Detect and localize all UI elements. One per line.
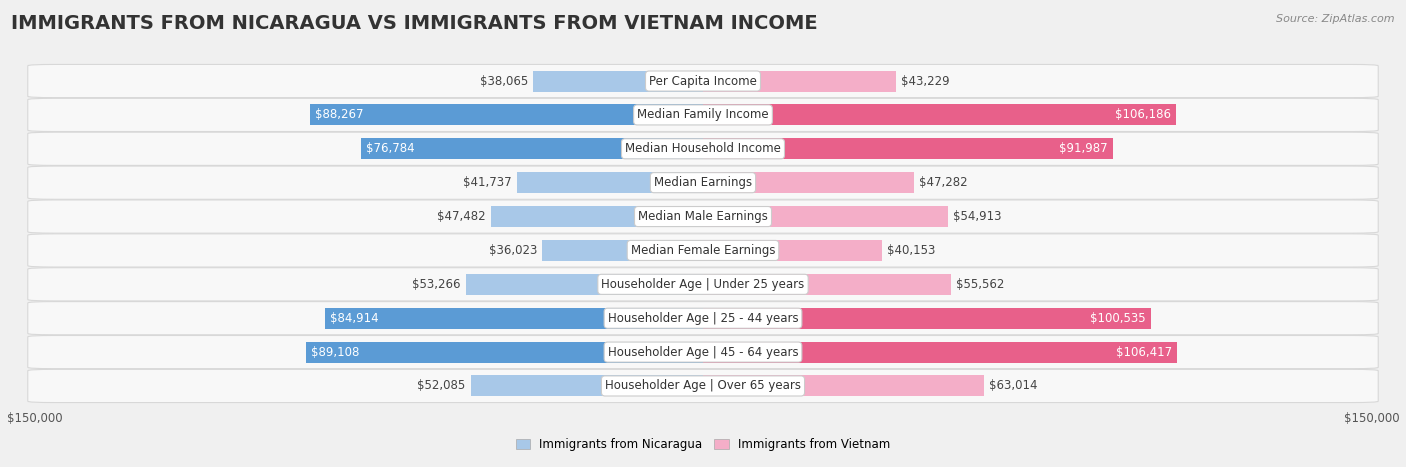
Text: $36,023: $36,023 xyxy=(489,244,537,257)
Text: $40,153: $40,153 xyxy=(887,244,935,257)
Text: IMMIGRANTS FROM NICARAGUA VS IMMIGRANTS FROM VIETNAM INCOME: IMMIGRANTS FROM NICARAGUA VS IMMIGRANTS … xyxy=(11,14,818,33)
FancyBboxPatch shape xyxy=(28,369,1378,403)
Text: Source: ZipAtlas.com: Source: ZipAtlas.com xyxy=(1277,14,1395,24)
Text: $54,913: $54,913 xyxy=(953,210,1001,223)
Bar xyxy=(703,172,914,193)
Text: $76,784: $76,784 xyxy=(366,142,415,156)
Text: Householder Age | Over 65 years: Householder Age | Over 65 years xyxy=(605,380,801,392)
Text: Median Female Earnings: Median Female Earnings xyxy=(631,244,775,257)
FancyBboxPatch shape xyxy=(28,234,1378,267)
Legend: Immigrants from Nicaragua, Immigrants from Vietnam: Immigrants from Nicaragua, Immigrants fr… xyxy=(510,433,896,456)
Text: Median Earnings: Median Earnings xyxy=(654,176,752,189)
FancyBboxPatch shape xyxy=(28,132,1378,165)
Text: $84,914: $84,914 xyxy=(330,311,378,325)
Text: Median Male Earnings: Median Male Earnings xyxy=(638,210,768,223)
Bar xyxy=(325,308,703,329)
Bar xyxy=(703,274,950,295)
Text: $106,186: $106,186 xyxy=(1115,108,1171,121)
Bar xyxy=(471,375,703,396)
Bar xyxy=(703,375,984,396)
Text: Median Family Income: Median Family Income xyxy=(637,108,769,121)
Bar xyxy=(703,206,948,227)
Text: $47,482: $47,482 xyxy=(437,210,486,223)
Bar xyxy=(309,105,703,126)
Text: $41,737: $41,737 xyxy=(463,176,512,189)
Bar xyxy=(703,105,1177,126)
Bar xyxy=(703,71,896,92)
Bar xyxy=(543,240,703,261)
Text: Householder Age | 45 - 64 years: Householder Age | 45 - 64 years xyxy=(607,346,799,359)
Text: $100,535: $100,535 xyxy=(1090,311,1146,325)
Text: $91,987: $91,987 xyxy=(1059,142,1108,156)
Text: $53,266: $53,266 xyxy=(412,278,460,291)
Bar xyxy=(465,274,703,295)
FancyBboxPatch shape xyxy=(28,335,1378,368)
Text: Householder Age | Under 25 years: Householder Age | Under 25 years xyxy=(602,278,804,291)
FancyBboxPatch shape xyxy=(28,64,1378,98)
Text: $47,282: $47,282 xyxy=(920,176,967,189)
FancyBboxPatch shape xyxy=(28,268,1378,301)
Text: Householder Age | 25 - 44 years: Householder Age | 25 - 44 years xyxy=(607,311,799,325)
Text: Per Capita Income: Per Capita Income xyxy=(650,75,756,87)
Bar xyxy=(517,172,703,193)
Text: Median Household Income: Median Household Income xyxy=(626,142,780,156)
Text: $89,108: $89,108 xyxy=(311,346,360,359)
Text: $55,562: $55,562 xyxy=(956,278,1004,291)
Text: $43,229: $43,229 xyxy=(901,75,949,87)
FancyBboxPatch shape xyxy=(28,302,1378,335)
Bar xyxy=(307,341,703,362)
Bar xyxy=(703,341,1177,362)
Text: $38,065: $38,065 xyxy=(479,75,529,87)
Bar xyxy=(533,71,703,92)
Text: $63,014: $63,014 xyxy=(990,380,1038,392)
Bar xyxy=(491,206,703,227)
Text: $52,085: $52,085 xyxy=(418,380,465,392)
Text: $106,417: $106,417 xyxy=(1116,346,1173,359)
Bar xyxy=(703,308,1152,329)
FancyBboxPatch shape xyxy=(28,99,1378,132)
Bar xyxy=(361,138,703,159)
Bar xyxy=(703,240,882,261)
FancyBboxPatch shape xyxy=(28,200,1378,233)
FancyBboxPatch shape xyxy=(28,166,1378,199)
Bar xyxy=(703,138,1114,159)
Text: $88,267: $88,267 xyxy=(315,108,363,121)
